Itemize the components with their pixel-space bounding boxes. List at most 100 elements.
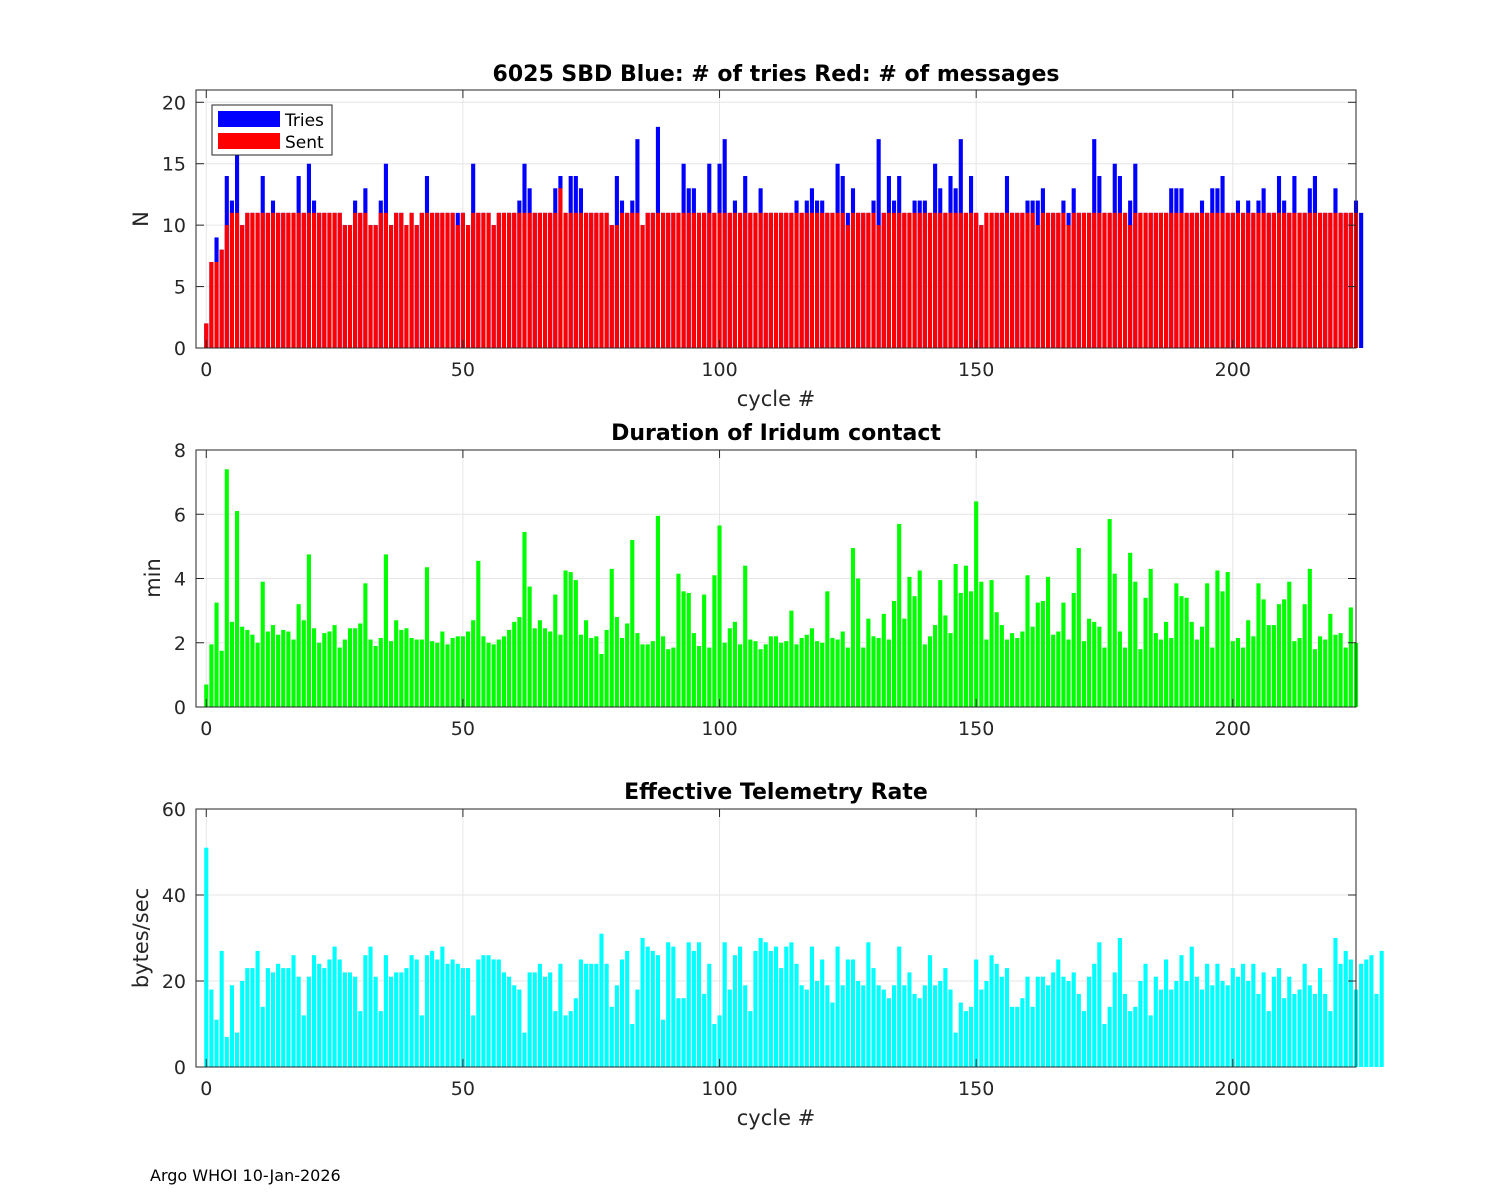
bar-rate: [532, 972, 537, 1067]
bar-rate: [229, 985, 234, 1067]
bar-rate: [578, 959, 584, 1067]
bar-sent: [1133, 212, 1138, 348]
bar-sent: [1276, 212, 1282, 348]
bar-rate: [445, 963, 450, 1067]
bar-sent: [445, 212, 450, 348]
bar-sent: [1122, 212, 1128, 348]
y-tick-label: 8: [174, 440, 186, 462]
bar-sent: [691, 212, 696, 348]
bar-duration: [1040, 600, 1045, 707]
bar-sent: [414, 225, 419, 348]
bar-sent: [537, 212, 542, 348]
y-tick-label: 15: [162, 154, 186, 176]
bar-rate: [830, 1002, 835, 1067]
bar-rate: [661, 1019, 666, 1067]
bar-duration: [1251, 636, 1256, 707]
bar-duration: [686, 592, 691, 707]
bar-sent: [614, 225, 619, 348]
bar-rate: [630, 1024, 635, 1067]
bar-rate: [640, 938, 645, 1067]
bar-rate: [635, 989, 640, 1067]
bar-rate: [927, 955, 933, 1067]
bar-sent: [809, 212, 814, 348]
bar-duration: [789, 610, 794, 708]
bar-sent: [1164, 212, 1169, 348]
bar-sent: [1338, 212, 1343, 348]
bar-duration: [204, 684, 209, 707]
bar-rate: [1158, 989, 1164, 1067]
bar-duration: [599, 653, 604, 707]
bar-duration: [1148, 568, 1153, 707]
x-axis-label: cycle #: [737, 1106, 816, 1130]
bar-sent: [1287, 212, 1292, 348]
y-axis-label: N: [129, 211, 153, 227]
bar-duration: [1241, 647, 1246, 707]
bar-duration: [1302, 604, 1307, 707]
bar-rate: [424, 955, 430, 1067]
bar-sent: [1225, 212, 1230, 348]
bar-sent: [1138, 212, 1143, 348]
bar-rate: [301, 1015, 306, 1067]
bar-rate: [281, 968, 286, 1067]
bar-duration: [1189, 621, 1194, 707]
bar-rate: [383, 955, 388, 1067]
bar-rate: [727, 989, 732, 1067]
bar-duration: [594, 636, 599, 707]
bar-sent: [1117, 212, 1122, 348]
bar-sent: [1128, 225, 1133, 348]
bar-sent: [1071, 212, 1076, 348]
legend-swatch-tries: [218, 111, 280, 127]
bar-rate: [820, 959, 825, 1067]
bar-duration: [260, 581, 265, 707]
bar-sent: [640, 225, 645, 348]
x-tick-label: 200: [1215, 718, 1251, 740]
bar-sent: [681, 212, 686, 348]
bar-sent: [383, 212, 388, 348]
bar-duration: [1087, 618, 1092, 707]
bar-sent: [1066, 225, 1071, 348]
bar-duration: [1205, 583, 1210, 707]
bar-sent: [584, 212, 589, 348]
bar-duration: [558, 634, 563, 707]
bar-sent: [1153, 212, 1158, 348]
bar-rate: [317, 963, 322, 1067]
bar-rate: [1030, 1006, 1035, 1067]
bar-rate: [204, 847, 209, 1067]
bar-duration: [958, 592, 963, 707]
y-tick-label: 20: [162, 92, 186, 114]
bar-sent: [604, 212, 609, 348]
bar-sent: [968, 212, 974, 348]
bar-sent: [902, 212, 907, 348]
bar-rate: [1107, 1006, 1112, 1067]
bar-sent: [1297, 212, 1302, 348]
bar-sent: [368, 225, 373, 348]
bar-duration: [286, 631, 291, 707]
bar-rate: [650, 950, 655, 1067]
bar-rate: [773, 946, 779, 1067]
bar-duration: [368, 639, 373, 707]
bar-duration: [430, 641, 435, 707]
bar-sent: [922, 212, 927, 348]
bar-duration: [358, 623, 363, 707]
bar-sent: [306, 212, 311, 348]
bar-rate: [553, 1011, 558, 1067]
bar-rate: [1153, 976, 1158, 1067]
bar-sent: [358, 212, 363, 348]
bar-sent: [1015, 212, 1020, 348]
bar-duration: [1318, 636, 1323, 707]
bar-duration: [337, 647, 342, 707]
bar-duration: [922, 644, 927, 707]
bar-rate: [589, 963, 594, 1067]
bar-rate: [507, 976, 512, 1067]
bar-duration: [465, 631, 471, 707]
bar-duration: [1230, 641, 1235, 707]
bar-duration: [876, 637, 881, 707]
bar-rate: [897, 946, 902, 1067]
bar-duration: [676, 573, 681, 707]
legend: Tries Sent: [211, 104, 333, 156]
bar-duration: [476, 560, 481, 707]
bar-duration: [604, 629, 609, 707]
bar-duration: [1215, 570, 1220, 707]
bar-sent: [1189, 212, 1194, 348]
bar-rate: [224, 1036, 229, 1067]
